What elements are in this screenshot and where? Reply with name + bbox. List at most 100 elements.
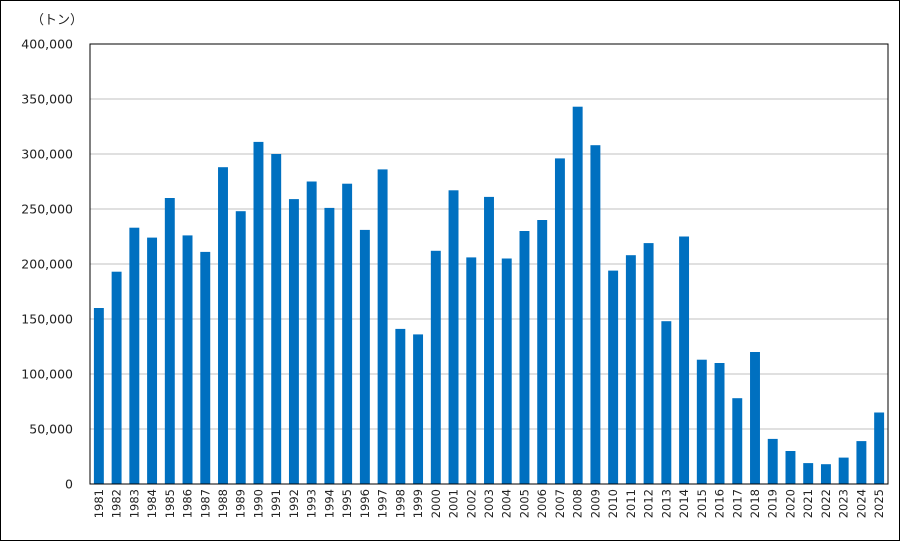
x-tick-label: 2020 [783,489,797,518]
x-tick-label: 2006 [535,489,549,518]
bar [838,457,849,484]
y-tick-label: 50,000 [29,422,73,437]
x-tick-label: 1982 [110,489,124,518]
x-tick-label: 2013 [659,489,673,518]
x-tick-label: 2018 [748,489,762,518]
bar [182,235,193,484]
x-tick-label: 1985 [163,489,177,518]
y-tick-label: 100,000 [21,367,73,382]
bar [359,229,370,484]
bar [342,183,353,484]
bar [519,231,530,484]
plot-area-border [89,43,889,485]
bars [93,106,885,485]
bar [288,199,299,484]
x-tick-label: 1988 [216,489,230,518]
x-tick-label: 2009 [588,489,602,518]
bar [750,352,760,484]
bar [466,257,477,484]
x-tick-label: 2021 [801,489,815,518]
bar [413,334,424,484]
bar [484,196,494,484]
bar [590,145,601,484]
bar [218,167,228,484]
y-tick-label: 300,000 [21,147,73,162]
bar [767,438,778,484]
y-unit-label: （トン） [31,13,84,28]
bar [377,169,388,484]
bar [537,220,548,484]
x-tick-label: 2002 [464,489,478,518]
x-tick-label: 2023 [837,489,851,518]
x-tick-label: 2014 [677,489,691,518]
x-tick-label: 2010 [606,489,620,518]
bar [129,227,140,484]
bar [714,363,725,484]
x-tick-label: 2005 [517,489,531,518]
bar [820,464,831,484]
bar [111,271,122,484]
bar [643,243,654,484]
bar [253,141,264,484]
bar [306,181,317,484]
x-tick-label: 2016 [713,489,727,518]
y-tick-label: 0 [65,477,73,492]
x-tick-labels: 1981 1982 1983 1984 1985 1986 1987 1988 1989 1990… [92,489,886,518]
x-tick-label: 1986 [181,489,195,518]
x-tick-label: 2001 [447,489,461,518]
x-tick-label: 1983 [127,489,141,518]
x-tick-label: 2000 [429,489,443,518]
x-tick-label: 1995 [340,489,354,518]
bar [271,154,282,484]
y-tick-label: 250,000 [21,202,73,217]
bar [874,412,885,484]
bar [785,451,796,484]
x-tick-label: 2024 [854,489,868,518]
x-tick-label: 2008 [571,489,585,518]
bar [93,308,104,484]
bar [625,255,636,484]
bar [200,251,211,484]
x-tick-label: 1992 [287,489,301,518]
bar [732,398,743,484]
y-tick-labels: 0 50,000 100,000 150,000 200,000 250,000 300,0… [21,37,73,492]
x-tick-label: 2017 [730,489,744,518]
x-tick-label: 1989 [234,489,248,518]
x-tick-label: 1993 [305,489,319,518]
bar [324,207,335,484]
x-tick-label: 1987 [198,489,212,518]
x-tick-label: 1991 [269,489,283,518]
x-tick-label: 1981 [92,489,106,518]
x-tick-label: 1984 [145,489,159,518]
x-tick-label: 2007 [553,489,567,518]
bar [661,321,672,484]
x-tick-label: 2003 [482,489,496,518]
x-tick-label: 2011 [624,489,638,518]
x-tick-label: 1999 [411,489,425,518]
bar [554,158,565,484]
y-tick-label: 400,000 [21,37,73,52]
bar [395,328,406,484]
x-tick-label: 1998 [393,489,407,518]
x-tick-label: 1996 [358,489,372,518]
x-tick-label: 2004 [500,489,514,518]
bar [147,237,158,484]
y-tick-label: 200,000 [21,257,73,272]
bar [448,190,459,485]
bar [430,250,441,484]
bar [696,359,707,484]
x-tick-label: 2019 [766,489,780,518]
x-tick-label: 1994 [322,489,336,518]
x-tick-label: 2015 [695,489,709,518]
y-tick-label: 350,000 [21,92,73,107]
bar [608,270,619,484]
y-tick-label: 150,000 [21,312,73,327]
bar [501,258,512,484]
axes [89,43,889,485]
bar [856,441,867,484]
x-tick-label: 2022 [819,489,833,518]
x-tick-label: 2012 [642,489,656,518]
bar [235,211,246,484]
